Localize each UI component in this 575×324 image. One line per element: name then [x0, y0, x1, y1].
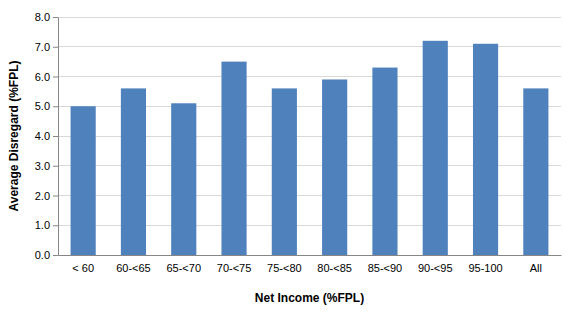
- plot: 0.0 1.0 2.0 3.0 4.0 5.0 6.0 7.0 8.0 < 60 60-<65 65-…: [35, 11, 562, 274]
- y-axis-line: [58, 18, 59, 256]
- x-axis-title: Net Income (%FPL): [255, 291, 364, 305]
- y-tick-label: 5.0: [35, 100, 50, 112]
- x-tick-label: 60-<65: [116, 262, 151, 274]
- bar: [322, 79, 347, 255]
- x-tick: 95-100: [468, 255, 502, 274]
- x-tick-label: < 60: [72, 262, 94, 274]
- y-tick: 0.0: [35, 249, 58, 261]
- y-tick-label: 6.0: [35, 71, 50, 83]
- y-tick-label: 8.0: [35, 11, 50, 23]
- y-tick-mark: [53, 225, 58, 226]
- x-tick-label: 75-<80: [267, 262, 302, 274]
- x-tick-label: 95-100: [468, 262, 502, 274]
- y-tick-label: 3.0: [35, 160, 50, 172]
- grid-line: [58, 17, 561, 18]
- bar: [372, 68, 397, 255]
- y-tick-label: 7.0: [35, 41, 50, 53]
- x-axis: < 60 60-<65 65-<70 70-<75 75-<80 80-<85 85-<90…: [59, 255, 562, 274]
- x-tick: 90-<95: [418, 255, 453, 274]
- x-tick: 75-<80: [267, 255, 302, 274]
- x-tick-label: 80-<85: [317, 262, 352, 274]
- y-tick-mark: [53, 136, 58, 137]
- x-tick: 65-<70: [166, 255, 201, 274]
- x-axis-line: [59, 255, 562, 256]
- x-tick: 60-<65: [116, 255, 151, 274]
- y-tick-label: 2.0: [35, 190, 50, 202]
- x-tick: 80-<85: [317, 255, 352, 274]
- y-tick: 8.0: [35, 11, 58, 23]
- bar: [272, 88, 297, 255]
- y-tick-label: 4.0: [35, 130, 50, 142]
- y-tick: 2.0: [35, 190, 58, 202]
- y-tick-mark: [53, 166, 58, 167]
- x-tick-label: 90-<95: [418, 262, 453, 274]
- y-tick-label: 0.0: [35, 249, 50, 261]
- x-tick: < 60: [72, 255, 94, 274]
- x-tick-label: 85-<90: [368, 262, 403, 274]
- y-axis-title: Average Disregard (%FPL): [7, 61, 21, 212]
- bar: [121, 88, 146, 255]
- x-tick: 85-<90: [368, 255, 403, 274]
- x-tick-label: 65-<70: [166, 262, 201, 274]
- y-tick: 7.0: [35, 41, 58, 53]
- grid: [58, 17, 561, 255]
- y-tick-mark: [53, 77, 58, 78]
- y-tick-mark: [53, 255, 58, 256]
- x-tick: All: [530, 255, 542, 274]
- bar: [71, 106, 96, 255]
- bar: [171, 103, 196, 255]
- y-tick-mark: [53, 17, 58, 18]
- y-tick-mark: [53, 106, 58, 107]
- x-tick-label: All: [530, 262, 542, 274]
- x-tick: 70-<75: [217, 255, 252, 274]
- y-axis: 0.0 1.0 2.0 3.0 4.0 5.0 6.0 7.0 8.0: [35, 11, 59, 261]
- bar: [423, 41, 448, 255]
- y-tick-mark: [53, 47, 58, 48]
- bar: [523, 88, 548, 255]
- y-tick: 6.0: [35, 71, 58, 83]
- y-tick: 5.0: [35, 100, 58, 112]
- y-tick-mark: [53, 196, 58, 197]
- y-tick: 1.0: [35, 219, 58, 231]
- bar: [221, 62, 246, 255]
- y-tick: 4.0: [35, 130, 58, 142]
- y-tick: 3.0: [35, 160, 58, 172]
- chart: 0.0 1.0 2.0 3.0 4.0 5.0 6.0 7.0 8.0 < 60 60-<65 65-…: [0, 0, 575, 324]
- x-tick-label: 70-<75: [217, 262, 252, 274]
- y-tick-label: 1.0: [35, 219, 50, 231]
- bar: [473, 44, 498, 255]
- bars: [71, 41, 549, 255]
